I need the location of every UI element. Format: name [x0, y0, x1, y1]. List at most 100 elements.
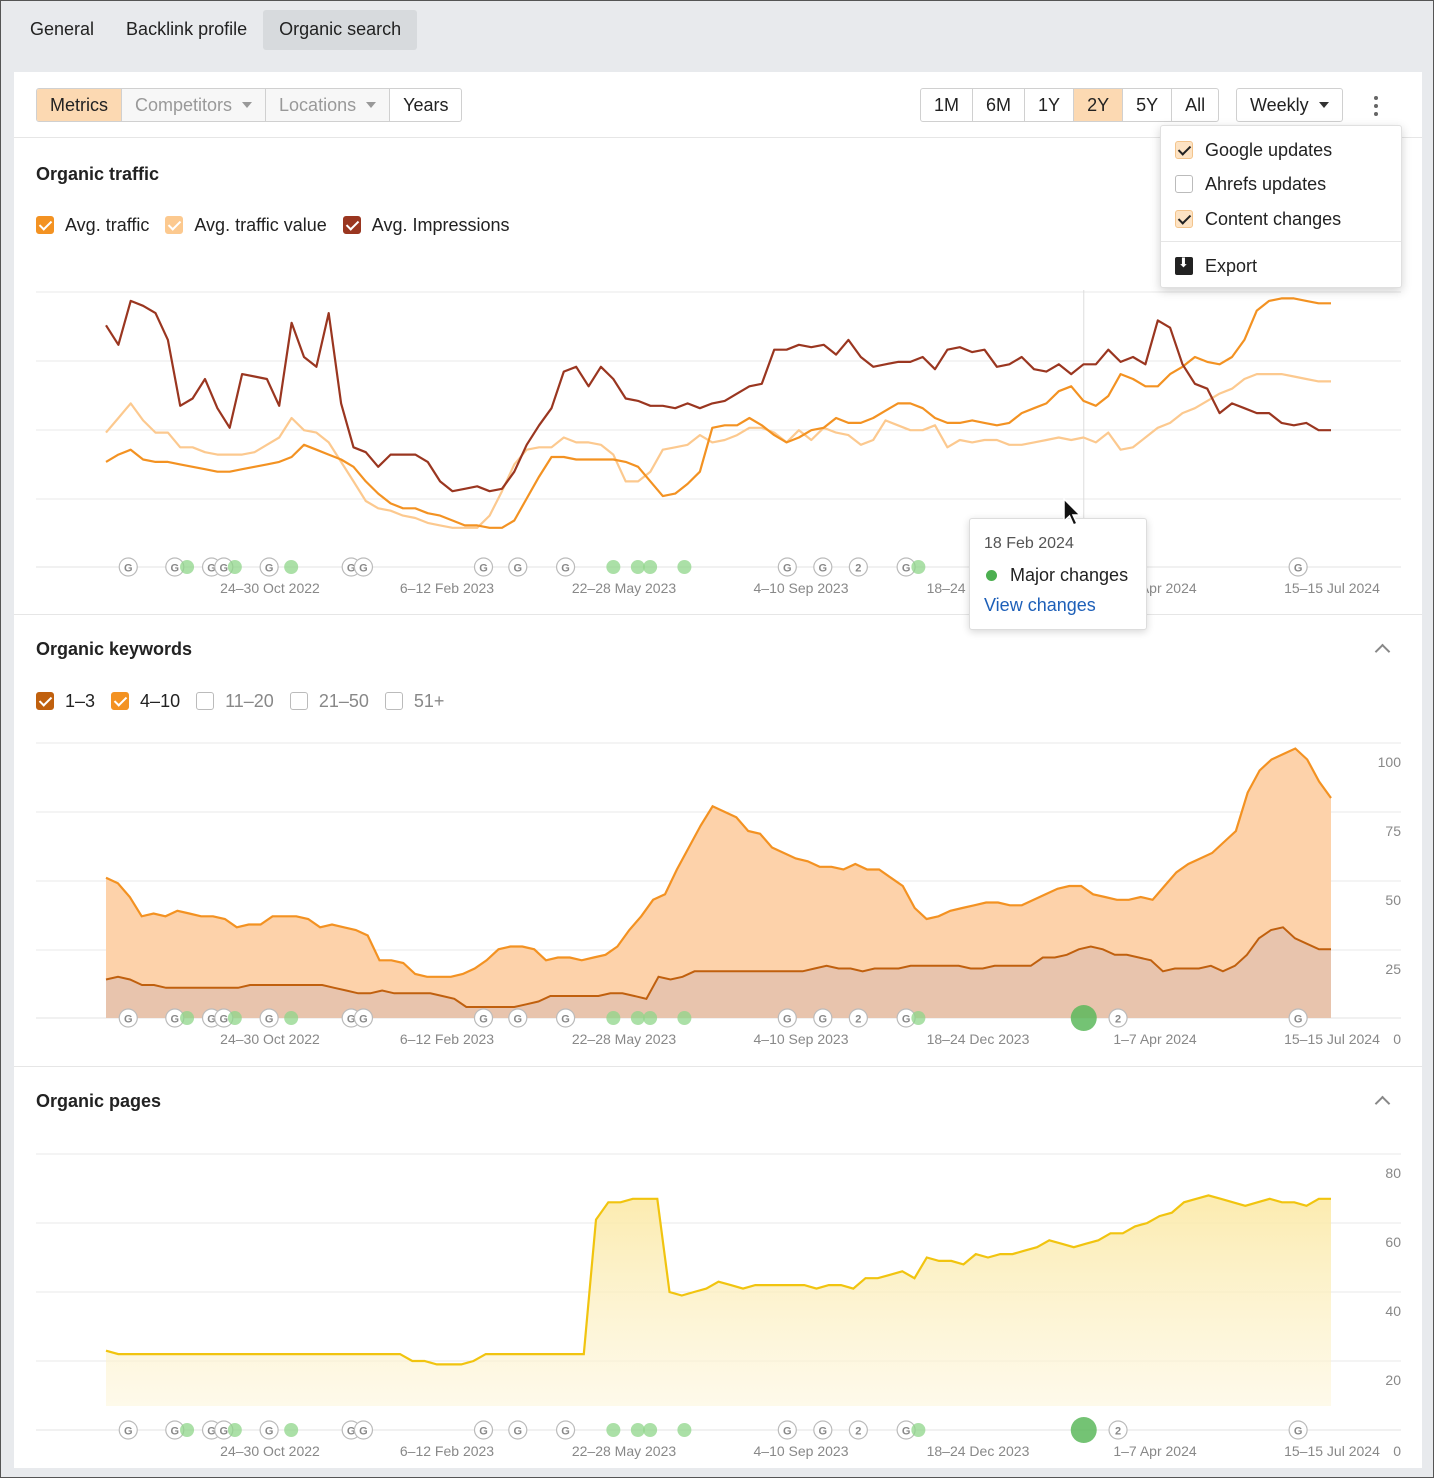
menu-item-export[interactable]: Export: [1175, 254, 1257, 278]
marker-glyph: G: [514, 563, 523, 575]
menu-item-google-updates[interactable]: Google updates: [1175, 138, 1332, 162]
legend-pos-1-3[interactable]: 1–3: [36, 691, 95, 712]
google-update-icon: [1288, 557, 1308, 577]
range-all-button[interactable]: All: [1185, 95, 1206, 115]
tab-organic-search[interactable]: Organic search: [263, 10, 418, 50]
y-tick-label: 100: [1378, 754, 1402, 770]
legend-avg-traffic-value[interactable]: Avg. traffic value: [165, 215, 327, 236]
marker-glyph: G: [207, 1014, 216, 1026]
locations-button[interactable]: Locations: [266, 89, 391, 121]
series-line-1: [105, 373, 1331, 529]
change-tooltip: 18 Feb 2024 Major changes View changes: [969, 518, 1147, 630]
organic-keywords-legend: 1–3 4–10 11–20 21–50 51+: [36, 690, 460, 712]
legend-label: Avg. Impressions: [371, 214, 510, 235]
legend-pos-11-20[interactable]: 11–20: [196, 691, 274, 712]
marker-glyph: G: [124, 1014, 133, 1026]
google-update-icon: [259, 1008, 279, 1028]
main-panel: Metrics Competitors Locations Years 1M 6…: [14, 72, 1422, 1468]
google-update-icon: [777, 557, 797, 577]
google-update-icon: [473, 1420, 494, 1440]
competitors-button[interactable]: Competitors: [122, 89, 267, 121]
tooltip-date: 18 Feb 2024: [984, 535, 1074, 552]
legend-pos-51-plus[interactable]: 51+: [384, 691, 444, 712]
menu-item-label: Ahrefs updates: [1205, 173, 1327, 194]
content-change-marker: [677, 560, 692, 574]
google-update-icon: [473, 1008, 494, 1028]
marker-glyph: G: [561, 1014, 570, 1026]
menu-item-content-changes[interactable]: Content changes: [1175, 207, 1341, 231]
marker-glyph: G: [479, 563, 488, 575]
legend-pos-4-10[interactable]: 4–10: [111, 691, 180, 712]
checkbox-icon: [165, 216, 184, 234]
marker-glyph: G: [902, 1426, 911, 1438]
marker-glyph: G: [359, 563, 368, 575]
marker-glyph: G: [1294, 1014, 1303, 1026]
marker-glyph: G: [783, 1014, 792, 1026]
mode-segment: Metrics Competitors Locations Years: [36, 88, 463, 122]
marker-glyph: 2: [855, 1014, 861, 1026]
range-1y-button[interactable]: 1Y: [1025, 89, 1075, 121]
metrics-button[interactable]: Metrics: [37, 89, 122, 121]
google-update-icon: [353, 1420, 374, 1440]
marker-glyph: G: [819, 1014, 828, 1026]
checkbox-icon: [1175, 210, 1193, 228]
area-4-10: [106, 748, 1331, 1018]
y-tick-label: 20: [1385, 1372, 1401, 1388]
marker-glyph: G: [265, 1014, 274, 1026]
checkbox-icon: [36, 692, 54, 710]
legend-pos-21-50[interactable]: 21–50: [289, 690, 369, 712]
marker-glyph: G: [479, 1014, 488, 1026]
marker-glyph: G: [561, 563, 570, 575]
range-6m-button[interactable]: 6M: [973, 89, 1026, 121]
marker-glyph: G: [171, 563, 180, 575]
years-label: Years: [403, 95, 449, 115]
view-changes-link[interactable]: View changes: [984, 595, 1096, 615]
mouse-pointer-icon: [1063, 497, 1082, 526]
marker-glyph: G: [783, 1426, 792, 1438]
range-5y-button[interactable]: 5Y: [1123, 89, 1173, 121]
content-change-marker: [227, 1011, 242, 1025]
interval-dropdown[interactable]: Weekly: [1236, 88, 1343, 122]
organic-keywords-chart: 24–30 Oct 2022 6–12 Feb 2023 22–28 May 202…: [36, 742, 1402, 1047]
content-change-marker: [606, 560, 621, 574]
google-update-icon: [473, 557, 494, 577]
tooltip-row: Major changes: [986, 565, 1128, 586]
collapse-chevron-icon[interactable]: [1372, 1093, 1392, 1107]
legend-avg-impressions[interactable]: Avg. Impressions: [342, 214, 510, 236]
menu-item-ahrefs-updates[interactable]: Ahrefs updates: [1175, 172, 1326, 196]
content-change-marker: [677, 1423, 692, 1437]
content-change-marker: [227, 1423, 242, 1437]
google-update-icon: [555, 1420, 576, 1440]
marker-glyph: 2: [1115, 1014, 1121, 1026]
tab-backlink-profile[interactable]: Backlink profile: [126, 19, 248, 39]
menu-item-label: Export: [1205, 255, 1258, 276]
range-1m-button[interactable]: 1M: [921, 89, 974, 121]
marker-glyph: G: [171, 1426, 180, 1438]
content-change-marker: [606, 1423, 621, 1437]
range-2y-button[interactable]: 2Y: [1074, 89, 1124, 121]
series-line-0: [105, 297, 1331, 529]
google-update-icon: [118, 557, 138, 577]
google-update-icon: [508, 557, 528, 577]
series-line-2: [105, 299, 1331, 493]
y-tick-label: 40: [1385, 1303, 1401, 1319]
marker-glyph: G: [207, 563, 216, 575]
marker-glyph: G: [265, 1426, 274, 1438]
legend-avg-traffic[interactable]: Avg. traffic: [36, 215, 149, 236]
marker-glyph: G: [220, 563, 229, 575]
legend-label: 4–10: [140, 690, 181, 711]
marker-glyph: G: [265, 563, 274, 575]
legend-label: 21–50: [318, 690, 369, 711]
top-tabs: General Backlink profile Organic search: [14, 10, 418, 50]
content-change-marker: [630, 560, 645, 574]
legend-label: Avg. traffic: [65, 214, 150, 235]
more-options-icon[interactable]: [1368, 94, 1384, 118]
update-count-icon: [1108, 1420, 1128, 1440]
google-update-icon: [777, 1008, 797, 1028]
years-button[interactable]: Years: [390, 89, 461, 121]
x-tick-label: 22–28 May 2023: [572, 1443, 677, 1459]
x-tick-label: 4–10 Sep 2023: [754, 1443, 849, 1459]
tab-general[interactable]: General: [30, 19, 95, 39]
collapse-chevron-icon[interactable]: [1372, 641, 1392, 655]
y-tick-label: 50: [1385, 892, 1401, 908]
